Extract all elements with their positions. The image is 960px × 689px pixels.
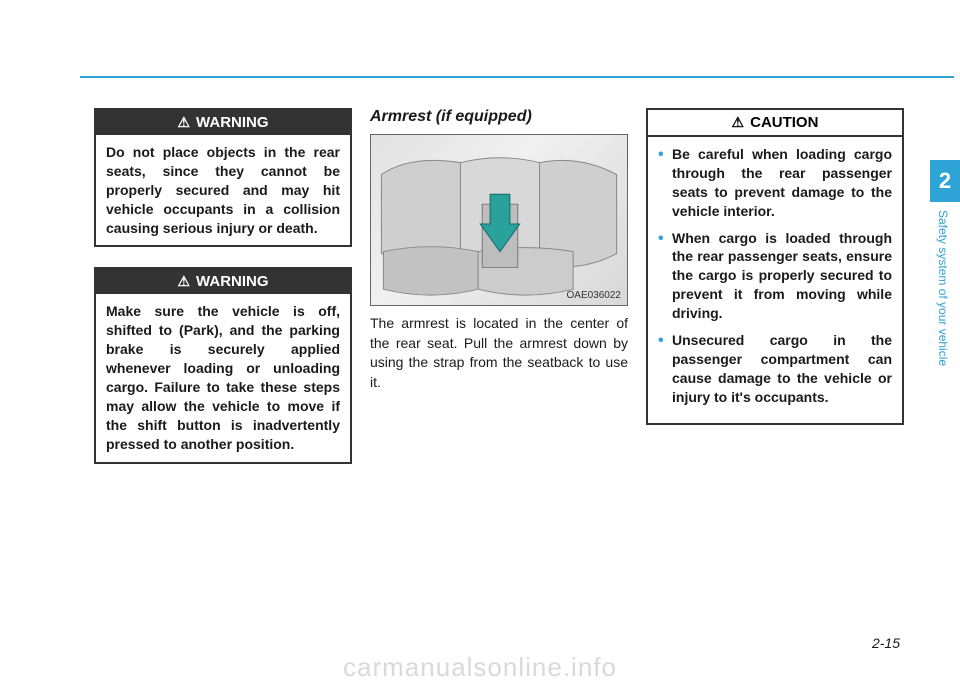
warning-icon: ⚠ [177,114,190,131]
caution-icon: ⚠ [732,114,745,131]
seat-svg [371,135,627,305]
column-left: ⚠ WARNING Do not place objects in the re… [94,108,352,464]
caution-text: Be careful when loading cargo through th… [672,145,892,221]
chapter-tab: 2 [930,160,960,202]
column-middle: Armrest (if equipped) [370,108,628,464]
watermark: carmanualsonline.info [0,652,960,683]
top-rule [80,76,954,78]
caution-text: When cargo is loaded through the rear pa… [672,229,892,323]
caution-item: • When cargo is loaded through the rear … [658,229,892,323]
warning-header-text: WARNING [196,273,269,290]
bullet-icon: • [658,229,672,323]
armrest-title: Armrest (if equipped) [370,108,628,126]
warning-body-2: Make sure the vehicle is off, shifted to… [96,294,350,461]
armrest-body: The armrest is located in the center of … [370,314,628,392]
warning-box-2: ⚠ WARNING Make sure the vehicle is off, … [94,267,352,463]
caution-header-text: CAUTION [750,114,818,131]
page-number: 2-15 [872,635,900,651]
warning-body-1: Do not place objects in the rear seats, … [96,135,350,245]
warning-header-2: ⚠ WARNING [96,269,350,294]
caution-list: • Be careful when loading cargo through … [658,145,892,407]
manual-page: 2 Safety system of your vehicle ⚠ WARNIN… [0,0,960,689]
warning-icon: ⚠ [177,273,190,290]
caution-item: • Be careful when loading cargo through … [658,145,892,221]
armrest-illustration: OAE036022 [370,134,628,306]
warning-box-1: ⚠ WARNING Do not place objects in the re… [94,108,352,247]
illustration-label: OAE036022 [567,290,622,301]
caution-text: Unsecured cargo in the passenger compart… [672,331,892,407]
chapter-title-vertical: Safety system of your vehicle [936,210,954,460]
caution-header: ⚠ CAUTION [648,110,902,137]
column-right: ⚠ CAUTION • Be careful when loading carg… [646,108,904,464]
warning-header-text: WARNING [196,114,269,131]
caution-body: • Be careful when loading cargo through … [648,137,902,423]
content-columns: ⚠ WARNING Do not place objects in the re… [94,108,904,464]
warning-header-1: ⚠ WARNING [96,110,350,135]
caution-box: ⚠ CAUTION • Be careful when loading carg… [646,108,904,425]
caution-item: • Unsecured cargo in the passenger compa… [658,331,892,407]
bullet-icon: • [658,331,672,407]
armrest-section: Armrest (if equipped) [370,108,628,392]
bullet-icon: • [658,145,672,221]
chapter-title-text: Safety system of your vehicle [936,210,950,366]
